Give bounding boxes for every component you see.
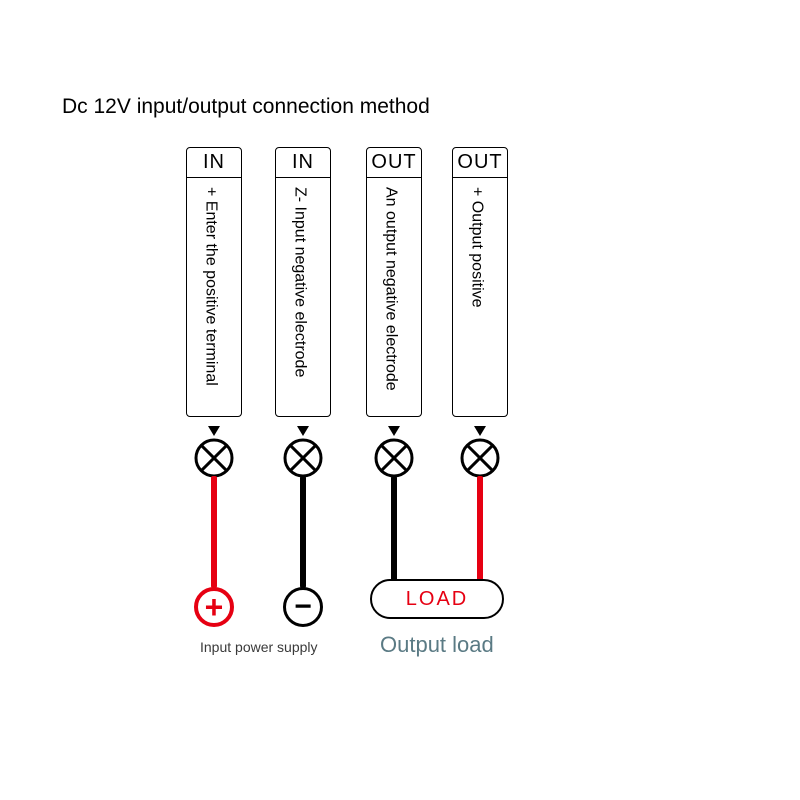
wire-out-pos — [477, 476, 483, 581]
load-box: LOAD — [370, 579, 504, 619]
polarity-in-pos: + — [194, 587, 234, 627]
arrowhead-in-neg — [297, 426, 309, 436]
screw-terminal-icon-out-neg — [373, 437, 415, 479]
wire-out-neg — [391, 476, 397, 581]
terminal-divider-in-pos — [186, 177, 242, 178]
polarity-in-neg: − — [283, 587, 323, 627]
diagram-title: Dc 12V input/output connection method — [62, 95, 430, 119]
terminal-header-out-neg: OUT — [366, 151, 422, 174]
arrowhead-out-pos — [474, 426, 486, 436]
arrowhead-out-neg — [388, 426, 400, 436]
terminal-header-out-pos: OUT — [452, 151, 508, 174]
screw-terminal-icon-out-pos — [459, 437, 501, 479]
terminal-desc-out-neg: An output negative electrode — [382, 187, 400, 407]
output-load-label: Output load — [380, 632, 494, 658]
screw-terminal-icon-in-pos — [193, 437, 235, 479]
terminal-header-in-pos: IN — [186, 151, 242, 174]
terminal-divider-in-neg — [275, 177, 331, 178]
wire-in-neg — [300, 476, 306, 588]
wire-in-pos — [211, 476, 217, 588]
terminal-desc-in-neg: Z- Input negative electrode — [291, 187, 309, 407]
arrowhead-in-pos — [208, 426, 220, 436]
terminal-divider-out-neg — [366, 177, 422, 178]
input-supply-label: Input power supply — [200, 639, 318, 655]
terminal-desc-in-pos: + Enter the positive terminal — [202, 187, 220, 407]
terminal-header-in-neg: IN — [275, 151, 331, 174]
screw-terminal-icon-in-neg — [282, 437, 324, 479]
terminal-desc-out-pos: + Output positive — [468, 187, 486, 407]
terminal-divider-out-pos — [452, 177, 508, 178]
